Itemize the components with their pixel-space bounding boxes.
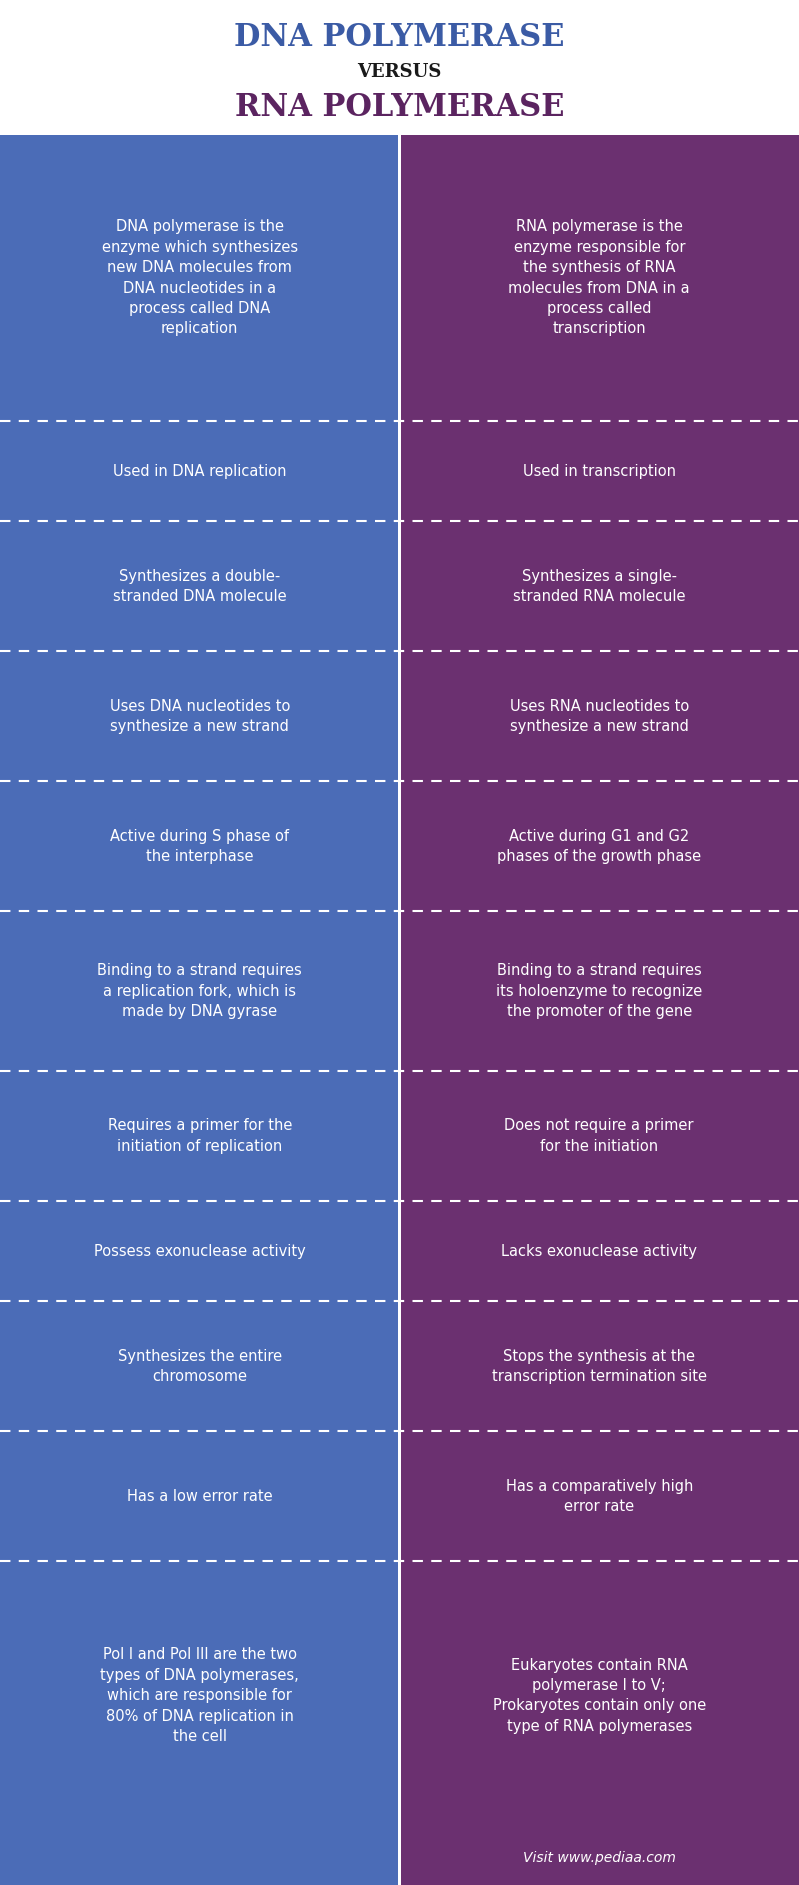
Bar (0, 912, 398, 1071)
Text: Stops the synthesis at the
transcription termination site: Stops the synthesis at the transcription… (491, 1348, 707, 1384)
Bar (401, 420, 799, 522)
Text: Used in DNA replication: Used in DNA replication (113, 464, 287, 479)
Text: Uses DNA nucleotides to
synthesize a new strand: Uses DNA nucleotides to synthesize a new… (109, 699, 290, 733)
Bar (401, 522, 799, 652)
Text: DNA POLYMERASE: DNA POLYMERASE (234, 23, 565, 53)
Bar (401, 912, 799, 1071)
Text: Active during S phase of
the interphase: Active during S phase of the interphase (110, 829, 289, 863)
Text: Has a low error rate: Has a low error rate (127, 1489, 272, 1504)
Bar (0, 1561, 398, 1830)
Text: RNA POLYMERASE: RNA POLYMERASE (235, 92, 564, 124)
Bar (0, 1071, 398, 1201)
Text: VERSUS: VERSUS (357, 62, 442, 81)
Bar (401, 1201, 799, 1301)
Text: RNA polymerase is the
enzyme responsible for
the synthesis of RNA
molecules from: RNA polymerase is the enzyme responsible… (508, 219, 690, 337)
Text: Visit www.pediaa.com: Visit www.pediaa.com (523, 1851, 676, 1864)
Text: Lacks exonuclease activity: Lacks exonuclease activity (501, 1244, 698, 1259)
Text: Synthesizes a single-
stranded RNA molecule: Synthesizes a single- stranded RNA molec… (513, 569, 686, 605)
Bar (0, 136, 398, 420)
Bar (401, 1301, 799, 1431)
Bar (401, 652, 799, 782)
Bar (0, 1431, 398, 1561)
Bar (0, 1201, 398, 1301)
Bar (401, 1830, 799, 1885)
Bar (0, 1301, 398, 1431)
Text: Does not require a primer
for the initiation: Does not require a primer for the initia… (504, 1118, 694, 1154)
Bar (401, 782, 799, 912)
Text: Active during G1 and G2
phases of the growth phase: Active during G1 and G2 phases of the gr… (497, 829, 702, 863)
Bar (401, 1431, 799, 1561)
Bar (0, 782, 398, 912)
Text: Eukaryotes contain RNA
polymerase I to V;
Prokaryotes contain only one
type of R: Eukaryotes contain RNA polymerase I to V… (493, 1657, 706, 1734)
Text: Pol I and Pol III are the two
types of DNA polymerases,
which are responsible fo: Pol I and Pol III are the two types of D… (101, 1647, 299, 1744)
Bar (0, 1830, 398, 1885)
Text: Requires a primer for the
initiation of replication: Requires a primer for the initiation of … (108, 1118, 292, 1154)
Text: Possess exonuclease activity: Possess exonuclease activity (93, 1244, 306, 1259)
Text: DNA polymerase is the
enzyme which synthesizes
new DNA molecules from
DNA nucleo: DNA polymerase is the enzyme which synth… (101, 219, 298, 337)
Bar (401, 1561, 799, 1830)
Text: Used in transcription: Used in transcription (523, 464, 676, 479)
Bar (401, 1071, 799, 1201)
Text: Binding to a strand requires
its holoenzyme to recognize
the promoter of the gen: Binding to a strand requires its holoenz… (496, 963, 702, 1020)
Bar (401, 136, 799, 420)
Text: Uses RNA nucleotides to
synthesize a new strand: Uses RNA nucleotides to synthesize a new… (510, 699, 689, 733)
Text: Synthesizes a double-
stranded DNA molecule: Synthesizes a double- stranded DNA molec… (113, 569, 287, 605)
Text: Synthesizes the entire
chromosome: Synthesizes the entire chromosome (117, 1348, 282, 1384)
Text: Has a comparatively high
error rate: Has a comparatively high error rate (506, 1478, 693, 1514)
Bar (0, 652, 398, 782)
Bar (0, 522, 398, 652)
Bar (0, 420, 398, 522)
Text: Binding to a strand requires
a replication fork, which is
made by DNA gyrase: Binding to a strand requires a replicati… (97, 963, 302, 1020)
